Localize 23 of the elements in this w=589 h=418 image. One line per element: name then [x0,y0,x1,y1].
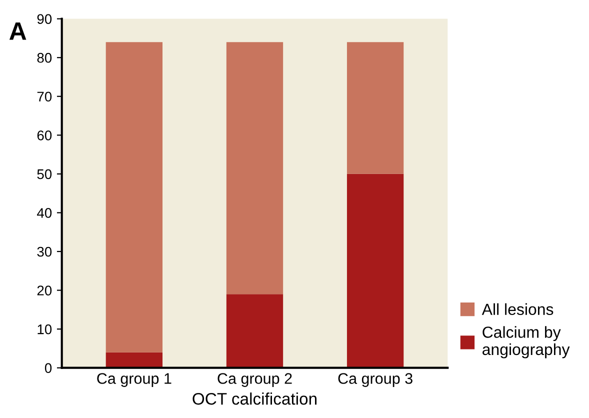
x-tick-label: Ca group 3 [338,373,412,387]
legend-label: All lesions [482,303,554,316]
bar [346,174,404,368]
y-tick-label: 90 [37,14,52,24]
bar [106,42,163,352]
y-tick-label: 70 [37,92,52,102]
bar [346,42,404,174]
legend-label: Calcium by angiography [482,326,570,358]
y-tick-label: 0 [44,363,52,374]
bar [226,42,284,294]
x-axis-title: OCT calcification [192,392,316,405]
x-tick-label: Ca group 2 [218,373,292,387]
bar [226,294,284,368]
y-tick-label: 60 [37,130,52,140]
y-tick-label: 10 [38,324,52,334]
y-tick-label: 50 [37,169,52,180]
text: A [9,22,26,40]
y-tick-label: 80 [37,52,52,63]
y-tick-label: 20 [37,286,52,296]
y-tick-label: 30 [37,246,52,257]
bar [106,352,163,368]
y-tick-label: 40 [36,208,52,218]
x-tick-label: Ca group 1 [97,373,172,387]
